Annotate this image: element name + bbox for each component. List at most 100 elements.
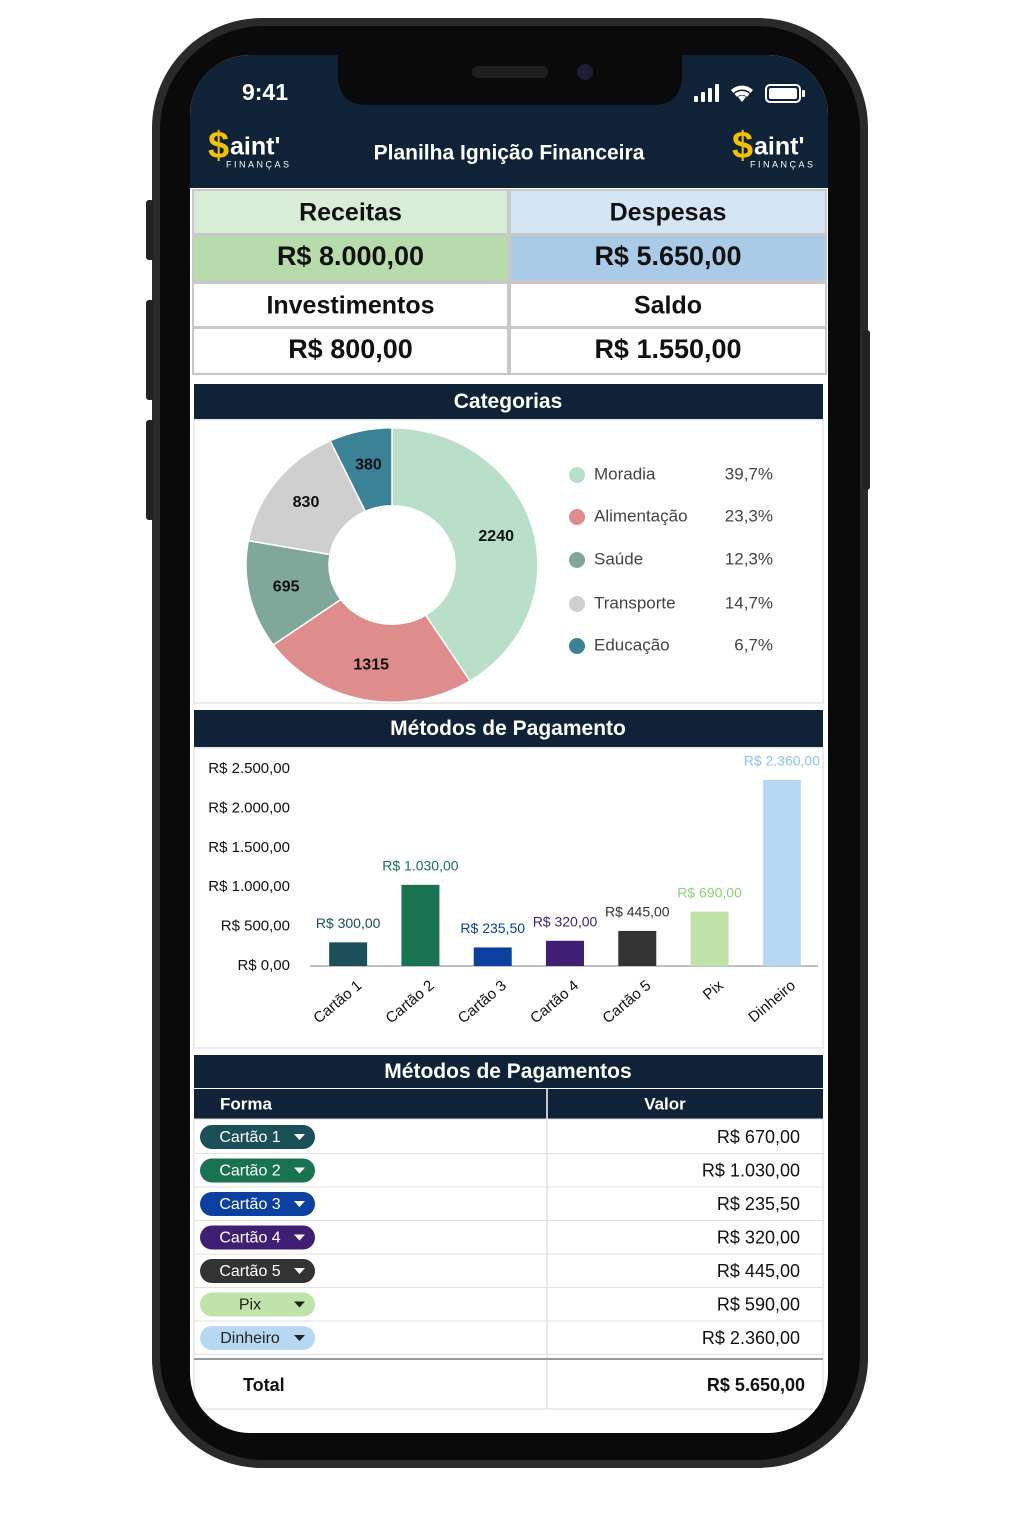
logo-left-mark: $	[208, 125, 229, 167]
dropdown-arrow	[294, 1268, 305, 1274]
card-value: R$ 5.650,00	[594, 241, 741, 271]
donut-slice	[272, 598, 472, 703]
legend-label: Moradia	[594, 464, 656, 483]
bar-value-label: R$ 1.030,00	[382, 858, 458, 874]
legend-swatch	[569, 552, 585, 568]
col-header: Valor	[644, 1094, 686, 1113]
legend-value: 6,7%	[734, 635, 773, 654]
payment-value: R$ 670,00	[717, 1127, 800, 1147]
card-label-bg	[509, 189, 827, 235]
y-tick-label: R$ 1.000,00	[208, 878, 290, 895]
legend-value: 14,7%	[725, 593, 773, 612]
legend-value: 12,3%	[725, 549, 773, 568]
legend-value: 39,7%	[725, 464, 773, 483]
legend-swatch	[569, 509, 585, 525]
logo-left-tagline: FINANÇAS	[226, 159, 292, 169]
card-value-bg	[509, 327, 827, 375]
payment-value: R$ 235,50	[717, 1194, 800, 1214]
side-button	[146, 420, 154, 520]
slice-label: 380	[355, 457, 382, 474]
col-header: Forma	[220, 1094, 273, 1113]
legend-label: Alimentação	[594, 506, 688, 525]
bar-value-label: R$ 445,00	[605, 904, 670, 920]
dropdown-pill[interactable]	[200, 1225, 315, 1250]
payment-method: Dinheiro	[220, 1330, 280, 1347]
logo-right-tagline: FINANÇAS	[750, 159, 816, 169]
side-button	[146, 300, 154, 400]
side-button	[146, 200, 154, 260]
dropdown-pill[interactable]	[200, 1158, 315, 1183]
status-icons	[694, 84, 805, 103]
bar	[329, 942, 368, 966]
legend-swatch	[569, 596, 585, 612]
legend-value: 23,3%	[725, 506, 773, 525]
bar-value-label: R$ 235,50	[460, 920, 525, 936]
dropdown-arrow	[294, 1201, 305, 1207]
chart-panel	[193, 747, 824, 1049]
dropdown-arrow	[294, 1301, 305, 1308]
card-label: Despesas	[610, 199, 727, 227]
section-title: Categorias	[454, 390, 563, 413]
slice-label: 2240	[478, 528, 514, 545]
speaker	[472, 66, 548, 78]
dropdown-arrow	[294, 1167, 305, 1174]
payment-value: R$ 320,00	[717, 1227, 800, 1247]
bar	[762, 780, 801, 966]
payment-value: R$ 590,00	[717, 1294, 800, 1314]
logo-left-name: aint'	[230, 133, 280, 161]
section-title: Métodos de Pagamentos	[384, 1060, 631, 1083]
legend-label: Educação	[594, 635, 670, 654]
notch	[338, 55, 682, 105]
camera	[577, 64, 593, 80]
y-tick-label: R$ 0,00	[237, 957, 290, 974]
bar	[546, 940, 584, 966]
card-value: R$ 1.550,00	[594, 334, 741, 364]
y-tick-label: R$ 1.500,00	[208, 839, 290, 856]
payment-method: Cartão 4	[219, 1230, 280, 1247]
status-time: 9:41	[242, 79, 288, 105]
card-value-bg	[509, 234, 827, 282]
dropdown-arrow	[294, 1335, 305, 1341]
bar-value-label: R$ 2.360,00	[744, 753, 820, 769]
card-value-bg	[192, 234, 509, 282]
side-button	[862, 330, 870, 490]
section-header-bg	[194, 710, 823, 747]
y-tick-label: R$ 2.500,00	[208, 760, 290, 777]
payment-method: Cartão 1	[219, 1129, 280, 1146]
card-value: R$ 800,00	[288, 334, 413, 364]
payment-value: R$ 1.030,00	[702, 1160, 800, 1180]
legend-swatch	[569, 638, 585, 654]
section-header-bg	[194, 384, 823, 419]
payment-method: Pix	[239, 1297, 261, 1314]
dropdown-pill[interactable]	[200, 1326, 315, 1350]
app-title: Planilha Ignição Financeira	[374, 142, 645, 165]
card-value-bg	[192, 327, 509, 375]
card-label-bg	[509, 282, 827, 328]
card-label: Saldo	[634, 292, 702, 320]
bar-value-label: R$ 300,00	[316, 915, 381, 931]
total-label: Total	[243, 1375, 285, 1395]
bar	[401, 884, 440, 966]
payment-value: R$ 2.360,00	[702, 1328, 800, 1348]
dropdown-pill[interactable]	[200, 1259, 315, 1283]
bar-value-label: R$ 320,00	[533, 913, 598, 929]
legend-swatch	[569, 467, 585, 483]
card-label: Receitas	[299, 199, 402, 227]
slice-label: 1315	[353, 656, 389, 673]
bar	[690, 911, 729, 966]
dropdown-pill[interactable]	[200, 1192, 315, 1216]
table-col-header-bg	[194, 1089, 823, 1119]
dropdown-pill[interactable]	[200, 1292, 315, 1317]
slice-label: 830	[293, 494, 320, 511]
logo-right-name: aint'	[754, 133, 804, 161]
legend-label: Saúde	[594, 549, 643, 568]
y-tick-label: R$ 500,00	[221, 918, 290, 935]
y-tick-label: R$ 2.000,00	[208, 799, 290, 816]
bar-value-label: R$ 690,00	[677, 884, 742, 900]
total-value: R$ 5.650,00	[707, 1375, 805, 1395]
dropdown-pill[interactable]	[200, 1125, 315, 1149]
donut-slice	[329, 427, 393, 513]
